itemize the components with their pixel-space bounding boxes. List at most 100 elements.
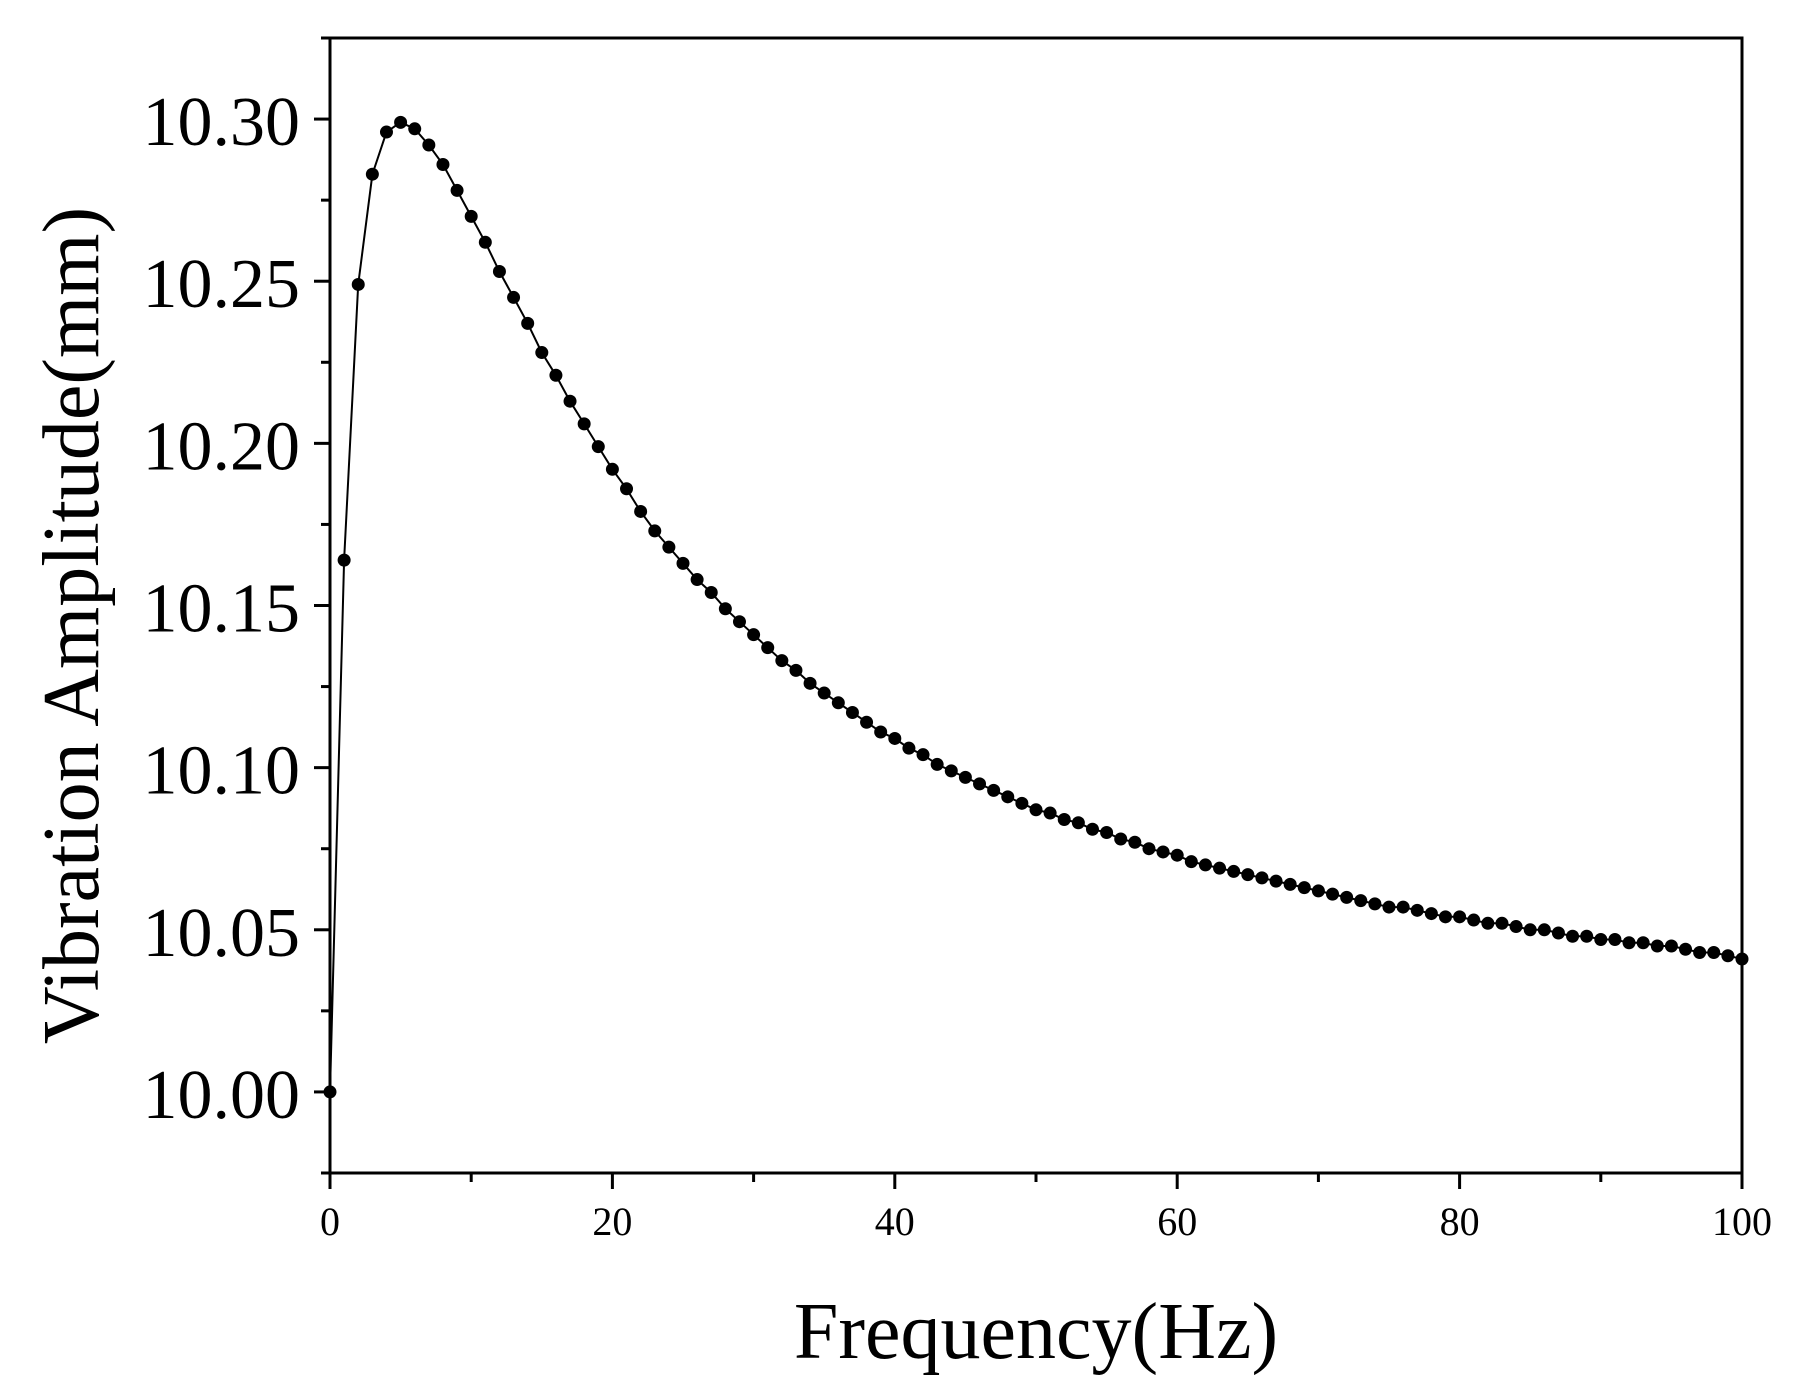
x-tick-label: 100 xyxy=(1712,1199,1772,1244)
data-point xyxy=(916,748,930,762)
data-point xyxy=(1622,936,1636,950)
data-point xyxy=(1311,884,1325,898)
data-point xyxy=(1071,816,1085,830)
data-point xyxy=(1142,842,1156,856)
data-point xyxy=(1679,942,1693,956)
plot-frame xyxy=(328,36,1744,1175)
data-point xyxy=(1608,933,1622,947)
data-point xyxy=(1721,949,1735,963)
data-point xyxy=(1551,926,1565,940)
data-point xyxy=(1043,806,1057,820)
data-point xyxy=(450,183,464,197)
series-markers xyxy=(323,115,1749,1099)
data-point xyxy=(1297,881,1311,895)
data-point xyxy=(521,316,535,330)
data-point xyxy=(1283,877,1297,891)
data-point xyxy=(845,706,859,720)
data-point xyxy=(591,440,605,454)
data-point xyxy=(860,715,874,729)
data-point xyxy=(1213,861,1227,875)
data-point xyxy=(1580,929,1594,943)
x-tick-label: 80 xyxy=(1440,1199,1480,1244)
data-point xyxy=(761,641,775,655)
data-point xyxy=(394,115,408,129)
data-point xyxy=(365,167,379,181)
data-point xyxy=(1001,790,1015,804)
data-point xyxy=(1198,858,1212,872)
data-point xyxy=(1100,826,1114,839)
data-point xyxy=(1650,939,1664,953)
data-point xyxy=(1664,939,1678,953)
data-point xyxy=(549,368,563,382)
data-point xyxy=(1015,796,1029,810)
data-point xyxy=(1424,907,1438,921)
data-point xyxy=(648,524,662,538)
data-point xyxy=(1057,813,1071,827)
data-point xyxy=(803,676,817,690)
data-point xyxy=(775,654,789,668)
data-point xyxy=(958,770,972,784)
data-point xyxy=(1085,822,1099,836)
data-point xyxy=(620,482,634,496)
data-point xyxy=(507,290,521,304)
data-point xyxy=(1495,916,1509,930)
data-point xyxy=(1255,871,1269,885)
data-point xyxy=(930,757,944,771)
data-point xyxy=(337,553,351,567)
y-axis-ticks: 10.00 10.05 10.10 10.15 10.20 10.25 10.30 xyxy=(143,36,330,1175)
y-tick-label: 10.00 xyxy=(143,1057,301,1134)
data-point xyxy=(1410,903,1424,917)
data-point xyxy=(436,157,450,171)
data-point xyxy=(464,209,478,223)
data-point xyxy=(944,764,958,778)
data-point xyxy=(789,663,803,677)
data-point xyxy=(492,264,506,278)
y-tick-label: 10.25 xyxy=(143,246,301,323)
data-point xyxy=(422,138,436,152)
x-tick-label: 60 xyxy=(1157,1199,1197,1244)
data-point xyxy=(1693,945,1707,959)
data-point xyxy=(704,586,718,600)
y-tick-label: 10.30 xyxy=(143,84,301,161)
x-tick-label: 20 xyxy=(592,1199,632,1244)
data-point xyxy=(408,122,422,136)
y-tick-label: 10.20 xyxy=(143,408,301,485)
data-point xyxy=(478,235,492,249)
data-point xyxy=(1114,832,1128,846)
data-point xyxy=(676,556,690,570)
data-point xyxy=(1170,848,1184,862)
data-point xyxy=(888,731,902,745)
data-point xyxy=(1523,923,1537,937)
data-point xyxy=(1326,887,1340,901)
data-point xyxy=(1566,929,1580,943)
data-point xyxy=(831,696,845,710)
data-point xyxy=(1029,803,1043,817)
data-point xyxy=(1340,890,1354,904)
data-point xyxy=(690,573,704,587)
data-point xyxy=(563,394,577,408)
data-point xyxy=(1438,910,1452,924)
data-point xyxy=(351,277,365,291)
data-point xyxy=(379,125,393,139)
data-point xyxy=(1269,874,1283,888)
data-point xyxy=(1128,835,1142,849)
data-point xyxy=(577,417,591,431)
y-tick-label: 10.05 xyxy=(143,895,301,972)
y-tick-label: 10.10 xyxy=(143,733,301,810)
data-point xyxy=(973,777,987,791)
data-point xyxy=(662,540,676,554)
y-tick-label: 10.15 xyxy=(143,571,301,648)
x-tick-label: 0 xyxy=(320,1199,340,1244)
data-point xyxy=(1481,916,1495,930)
data-point xyxy=(1184,855,1198,869)
data-point xyxy=(1594,933,1608,947)
x-tick-label: 40 xyxy=(875,1199,915,1244)
data-point xyxy=(874,725,888,739)
data-point xyxy=(1467,913,1481,927)
data-point xyxy=(987,783,1001,797)
data-point xyxy=(1382,900,1396,914)
data-point xyxy=(747,628,761,642)
data-point xyxy=(1241,868,1255,882)
data-point xyxy=(605,462,619,476)
